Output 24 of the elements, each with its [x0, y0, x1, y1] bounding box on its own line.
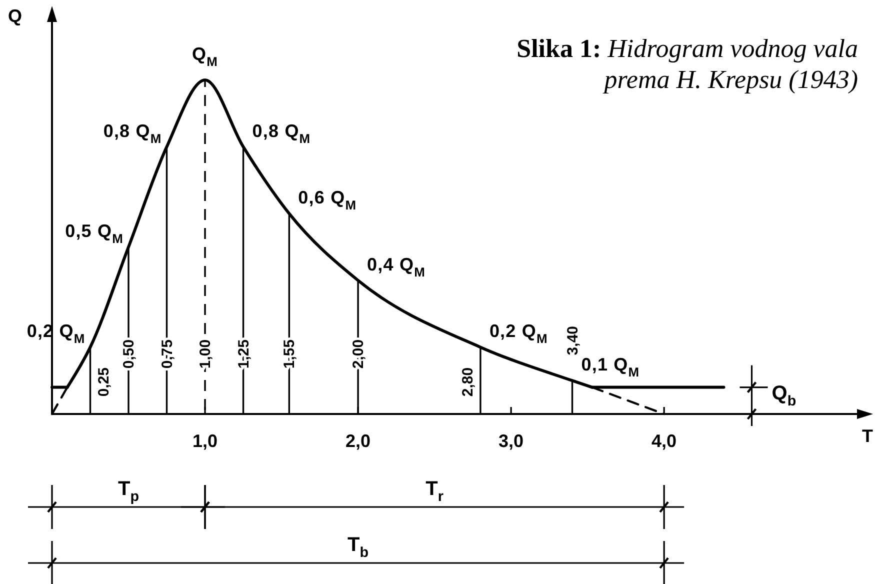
data-label: 0,1 Q$_{M}$ [581, 354, 640, 380]
x-tick-label: 1,0 [192, 431, 218, 451]
data-label: 0,4 Q$_{M}$ [367, 254, 426, 280]
text: T$_{r}$ [426, 478, 444, 505]
text: T$_{b}$ [348, 534, 369, 561]
text: T$_{p}$ [118, 478, 140, 505]
data-label: 0,8 Q$_{M}$ [103, 120, 162, 146]
x-tick-label: 3,0 [498, 431, 524, 451]
chart-subtitle: Hidrogram vodnog vala prema H. Krepsu (1943) [601, 34, 858, 94]
x-axis-title: T [862, 426, 873, 446]
y-axis-title: Q [8, 6, 22, 26]
annotation: 1,00 [196, 339, 214, 369]
data-label: 0,2 Q$_{M}$ [489, 321, 548, 346]
data-label: 0,6 Q$_{M}$ [298, 188, 357, 213]
data-label: 0,5 Q$_{M}$ [65, 221, 124, 246]
annotation: 2,80 [458, 367, 476, 397]
annotation: Q$_{b}$ [772, 382, 796, 410]
annotation: 3,40 [564, 326, 581, 356]
annotation: 0,25 [94, 367, 112, 397]
x-tick-label: 4,0 [652, 431, 677, 451]
x-tick-label: 2,0 [346, 431, 371, 451]
data-label: 0,8 Q$_{M}$ [252, 120, 311, 146]
data-label: Q$_{M}$ [192, 44, 218, 69]
chart-title: Slika 1: [516, 34, 602, 63]
